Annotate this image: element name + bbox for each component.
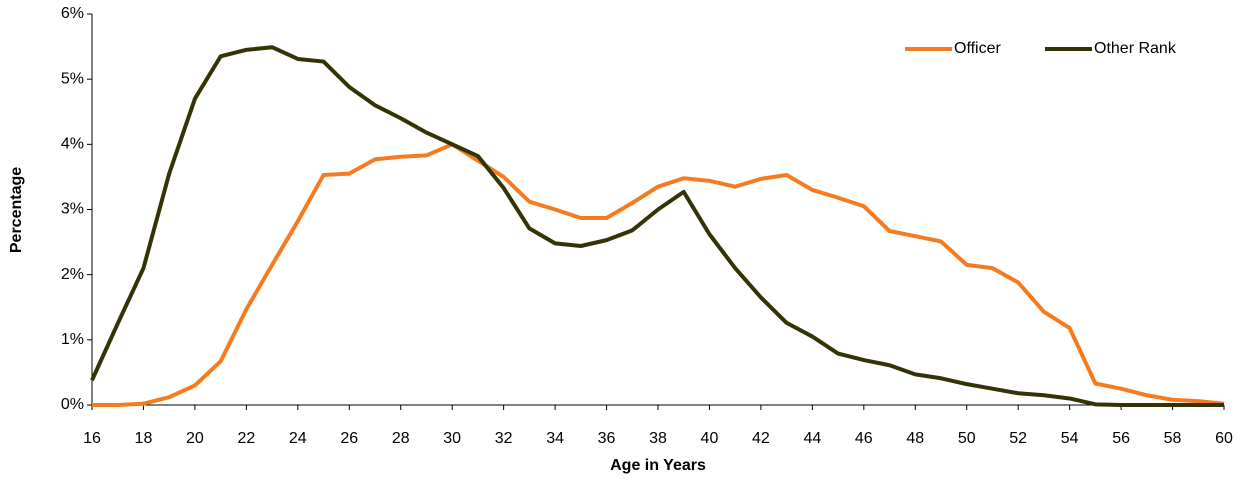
x-tick-label: 40 (701, 430, 719, 447)
x-tick-label: 34 (546, 430, 564, 447)
x-tick-label: 46 (855, 430, 873, 447)
y-tick-label: 5% (61, 70, 84, 87)
x-tick-label: 36 (598, 430, 616, 447)
y-tick-label: 1% (61, 331, 84, 348)
x-tick-label: 48 (906, 430, 924, 447)
x-tick-label: 28 (392, 430, 410, 447)
x-tick-label: 26 (340, 430, 358, 447)
x-tick-label: 20 (186, 430, 204, 447)
y-tick-label: 6% (61, 5, 84, 22)
x-tick-label: 24 (289, 430, 307, 447)
x-tick-label: 52 (1009, 430, 1027, 447)
y-tick-label: 3% (61, 201, 84, 218)
y-tick-label: 0% (61, 396, 84, 413)
x-tick-label: 54 (1061, 430, 1079, 447)
x-tick-label: 44 (803, 430, 821, 447)
x-tick-label: 18 (135, 430, 153, 447)
x-tick-label: 60 (1215, 430, 1233, 447)
x-tick-label: 16 (83, 430, 101, 447)
x-tick-label: 42 (752, 430, 770, 447)
legend-label: Other Rank (1094, 40, 1177, 57)
x-tick-label: 22 (237, 430, 255, 447)
legend-label: Officer (954, 40, 1002, 57)
x-tick-label: 50 (958, 430, 976, 447)
x-tick-label: 38 (649, 430, 667, 447)
x-tick-label: 58 (1164, 430, 1182, 447)
x-axis-label: Age in Years (610, 457, 706, 474)
x-tick-label: 30 (443, 430, 461, 447)
x-tick-label: 56 (1112, 430, 1130, 447)
series-line (92, 142, 1225, 407)
y-tick-label: 2% (61, 266, 84, 283)
y-axis-label: Percentage (8, 167, 25, 253)
x-tick-label: 32 (495, 430, 513, 447)
y-tick-label: 4% (61, 136, 84, 153)
series-line (90, 45, 1224, 407)
